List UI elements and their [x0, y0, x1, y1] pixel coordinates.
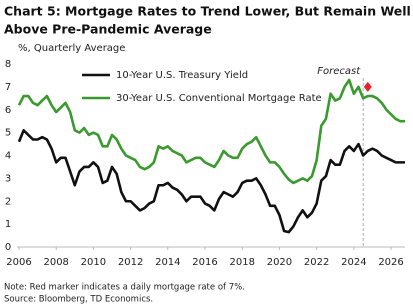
forecast-label: Forecast	[317, 66, 361, 77]
x-tick-label: 2012	[118, 257, 143, 268]
x-tick-label: 2022	[304, 257, 329, 268]
y-tick-label: 1	[5, 219, 11, 230]
legend-label: 30-Year U.S. Conventional Mortgage Rate	[116, 93, 322, 104]
chart-title: Chart 5: Mortgage Rates to Trend Lower, …	[4, 4, 411, 19]
x-tick-label: 2014	[155, 257, 180, 268]
series-line	[17, 78, 405, 185]
y-tick-label: 0	[5, 242, 11, 253]
chart-subtitle: %, Quarterly Average	[18, 43, 125, 54]
note: Source: Bloomberg, TD Economics.	[4, 295, 153, 305]
x-tick-label: 2026	[378, 257, 403, 268]
x-tick-label: 2024	[341, 257, 366, 268]
x-tick-label: 2018	[230, 257, 255, 268]
y-tick-label: 7	[5, 82, 11, 93]
y-tick-label: 6	[5, 105, 11, 116]
x-tick-label: 2010	[81, 257, 106, 268]
marker	[363, 81, 372, 92]
x-tick-label: 2008	[43, 257, 68, 268]
chart-title: Above Pre-Pandemic Average	[4, 22, 212, 37]
x-tick-label: 2006	[6, 257, 31, 268]
y-tick-label: 8	[5, 59, 11, 70]
x-tick-label: 2020	[267, 257, 292, 268]
y-tick-label: 5	[5, 128, 11, 139]
series-line	[17, 129, 405, 234]
y-tick-label: 2	[5, 196, 11, 207]
legend-label: 10-Year U.S. Treasury Yield	[116, 70, 248, 81]
note: Note: Red marker indicates a daily mortg…	[4, 283, 245, 293]
y-tick-label: 4	[5, 151, 11, 162]
y-tick-label: 3	[5, 173, 11, 184]
x-tick-label: 2016	[192, 257, 217, 268]
